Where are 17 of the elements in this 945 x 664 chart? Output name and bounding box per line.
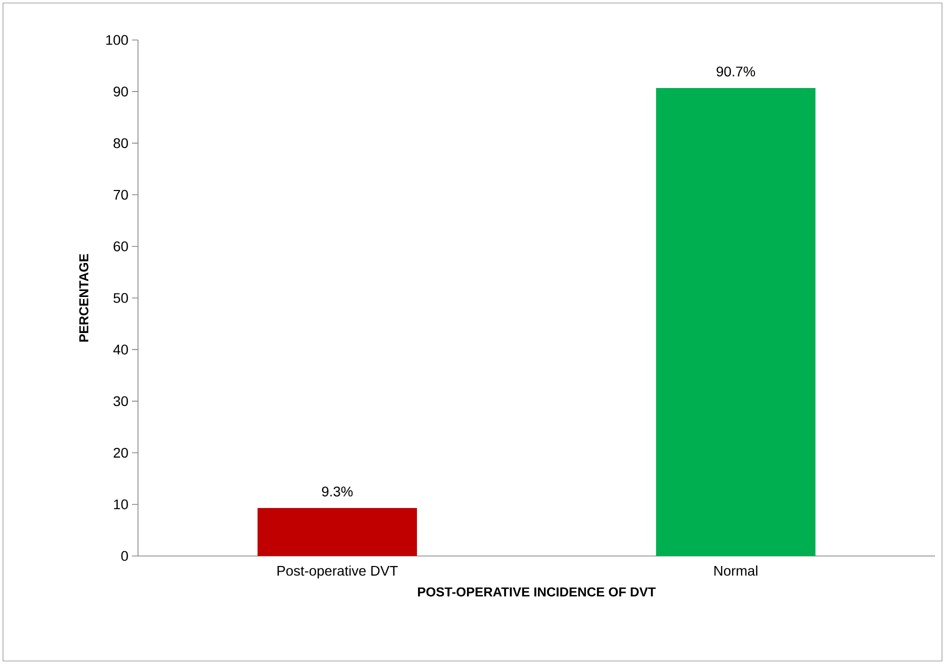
x-tick-label: Normal bbox=[714, 566, 758, 576]
y-tick-label: 0 bbox=[121, 551, 128, 561]
y-tick-label: 30 bbox=[114, 396, 128, 406]
y-tick-label: 50 bbox=[114, 293, 128, 303]
y-tick-label: 80 bbox=[114, 138, 128, 148]
y-tick-label: 100 bbox=[106, 35, 128, 45]
y-tick-label: 10 bbox=[114, 499, 128, 510]
y-axis-title: PERCENTAGE bbox=[79, 254, 88, 342]
data-label: 90.7% bbox=[716, 66, 756, 76]
x-tick-label: Post-operative DVT bbox=[278, 566, 398, 578]
x-axis-title: POST-OPERATIVE INCIDENCE OF DVT bbox=[418, 587, 656, 597]
y-tick-label: 20 bbox=[114, 448, 128, 458]
data-label: 9.3% bbox=[322, 486, 353, 496]
y-tick-label: 90 bbox=[114, 86, 128, 97]
y-tick-label: 70 bbox=[114, 190, 128, 200]
y-tick-label: 60 bbox=[114, 241, 128, 252]
y-tick-label: 40 bbox=[113, 344, 128, 355]
